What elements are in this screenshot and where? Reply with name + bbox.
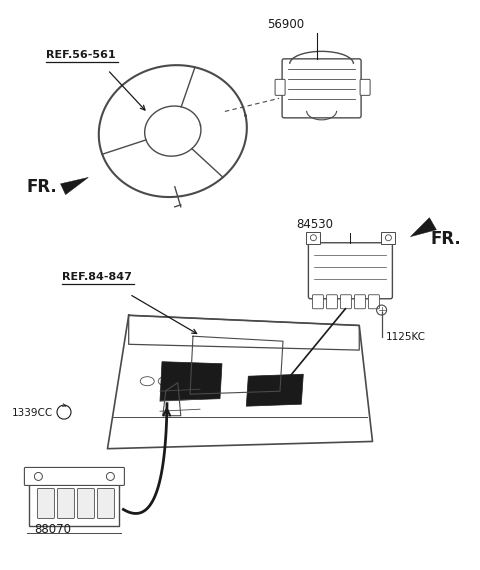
- Text: 1339CC: 1339CC: [12, 408, 53, 418]
- Text: REF.84-847: REF.84-847: [62, 272, 132, 282]
- FancyBboxPatch shape: [282, 59, 361, 118]
- Text: 88070: 88070: [34, 523, 72, 536]
- Text: 84530: 84530: [296, 218, 333, 231]
- Text: 56900: 56900: [267, 18, 304, 31]
- Polygon shape: [410, 218, 436, 237]
- Text: REF.56-561: REF.56-561: [46, 50, 115, 60]
- Polygon shape: [246, 374, 303, 406]
- FancyBboxPatch shape: [77, 488, 95, 519]
- Text: FR.: FR.: [26, 178, 57, 197]
- FancyBboxPatch shape: [382, 232, 396, 244]
- Text: FR.: FR.: [431, 230, 461, 248]
- FancyBboxPatch shape: [306, 232, 321, 244]
- FancyBboxPatch shape: [24, 467, 124, 486]
- FancyBboxPatch shape: [340, 295, 351, 309]
- FancyBboxPatch shape: [326, 295, 337, 309]
- Polygon shape: [60, 177, 88, 195]
- FancyBboxPatch shape: [97, 488, 114, 519]
- FancyBboxPatch shape: [29, 482, 120, 527]
- FancyBboxPatch shape: [354, 295, 365, 309]
- FancyBboxPatch shape: [312, 295, 324, 309]
- Polygon shape: [160, 362, 222, 401]
- FancyBboxPatch shape: [369, 295, 379, 309]
- FancyBboxPatch shape: [275, 79, 285, 95]
- FancyBboxPatch shape: [360, 79, 370, 95]
- FancyBboxPatch shape: [58, 488, 74, 519]
- FancyBboxPatch shape: [37, 488, 54, 519]
- Text: 1125KC: 1125KC: [385, 332, 426, 342]
- FancyBboxPatch shape: [308, 243, 392, 299]
